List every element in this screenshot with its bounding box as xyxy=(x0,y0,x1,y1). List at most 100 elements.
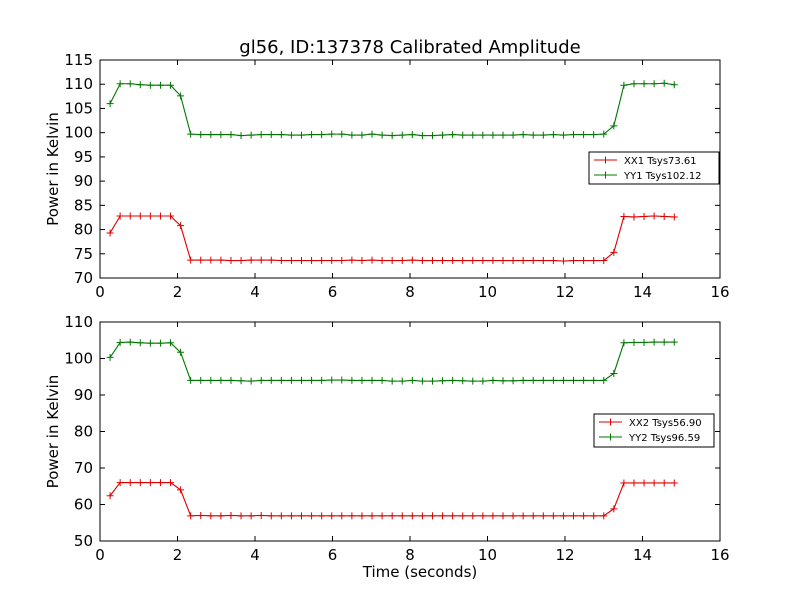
data-point xyxy=(318,131,326,139)
legend-marker xyxy=(602,156,609,164)
data-point xyxy=(348,131,356,139)
x-tick-label: 2 xyxy=(173,283,183,301)
data-point xyxy=(237,512,245,520)
data-point xyxy=(580,131,588,139)
data-point xyxy=(267,131,275,139)
data-point xyxy=(106,229,114,237)
x-tick-label: 16 xyxy=(710,546,729,564)
data-point xyxy=(570,376,578,384)
data-point xyxy=(398,512,406,520)
data-point xyxy=(610,369,618,377)
y-tick-label: 90 xyxy=(74,386,93,404)
data-point xyxy=(519,131,527,139)
data-point xyxy=(318,376,326,384)
data-point xyxy=(479,257,487,265)
x-tick-label: 16 xyxy=(710,283,729,301)
data-point xyxy=(600,130,608,138)
data-point xyxy=(459,131,467,139)
data-point xyxy=(116,338,124,346)
data-point xyxy=(469,257,477,265)
data-point xyxy=(600,512,608,520)
data-point xyxy=(398,131,406,139)
data-point xyxy=(167,212,175,220)
data-point xyxy=(549,512,557,520)
data-point xyxy=(156,339,164,347)
data-point xyxy=(116,479,124,487)
series-2 xyxy=(106,338,678,385)
data-point xyxy=(167,339,175,347)
data-point xyxy=(156,479,164,487)
data-point xyxy=(136,81,144,89)
data-point xyxy=(267,376,275,384)
data-point xyxy=(338,257,346,265)
data-point xyxy=(116,212,124,220)
data-point xyxy=(479,512,487,520)
data-point xyxy=(449,257,457,265)
data-point xyxy=(519,257,527,265)
y-tick-label: 85 xyxy=(74,196,93,214)
y-tick-label: 70 xyxy=(74,459,93,477)
data-point xyxy=(106,100,114,108)
data-point xyxy=(116,80,124,88)
data-point xyxy=(570,131,578,139)
x-tick-label: 4 xyxy=(250,283,260,301)
x-tick-label: 10 xyxy=(478,546,497,564)
data-point xyxy=(197,511,205,519)
data-point xyxy=(126,338,134,346)
x-tick-label: 0 xyxy=(95,283,105,301)
data-point xyxy=(610,122,618,130)
data-point xyxy=(519,512,527,520)
data-point xyxy=(469,512,477,520)
data-point xyxy=(378,131,386,139)
data-point xyxy=(620,339,628,347)
data-point xyxy=(418,377,426,385)
data-point xyxy=(418,512,426,520)
legend-label: XX1 Tsys73.61 xyxy=(624,156,697,167)
x-tick-label: 14 xyxy=(633,546,652,564)
x-tick-label: 4 xyxy=(250,546,260,564)
data-point xyxy=(549,257,557,265)
data-point xyxy=(378,257,386,265)
data-point xyxy=(378,376,386,384)
data-point xyxy=(580,376,588,384)
data-point xyxy=(177,92,185,100)
legend-label: XX2 Tsys56.90 xyxy=(629,418,702,429)
data-point xyxy=(348,512,356,520)
data-point xyxy=(620,212,628,220)
data-point xyxy=(559,376,567,384)
data-point xyxy=(640,338,648,346)
data-point xyxy=(167,479,175,487)
data-point xyxy=(499,131,507,139)
data-point xyxy=(660,212,668,220)
data-point xyxy=(227,131,235,139)
data-point xyxy=(479,131,487,139)
data-point xyxy=(559,257,567,265)
data-point xyxy=(328,512,336,520)
data-point xyxy=(146,81,154,89)
data-point xyxy=(539,512,547,520)
x-tick-label: 12 xyxy=(555,546,574,564)
x-tick-label: 10 xyxy=(478,283,497,301)
data-point xyxy=(650,479,658,487)
data-point xyxy=(207,256,215,264)
x-tick-label: 8 xyxy=(405,283,415,301)
data-point xyxy=(217,376,225,384)
y-axis-label: Power in Kelvin xyxy=(44,112,62,226)
data-point xyxy=(136,212,144,220)
data-point xyxy=(449,131,457,139)
data-point xyxy=(580,257,588,265)
data-point xyxy=(368,256,376,264)
data-point xyxy=(187,512,195,520)
data-point xyxy=(156,81,164,89)
data-point xyxy=(267,256,275,264)
data-point xyxy=(489,512,497,520)
data-point xyxy=(368,512,376,520)
data-point xyxy=(459,377,467,385)
data-point xyxy=(570,257,578,265)
data-point xyxy=(287,376,295,384)
data-point xyxy=(630,213,638,221)
data-point xyxy=(408,131,416,139)
data-point xyxy=(509,512,517,520)
data-point xyxy=(529,512,537,520)
figure-title: gl56, ID:137378 Calibrated Amplitude xyxy=(239,37,580,58)
